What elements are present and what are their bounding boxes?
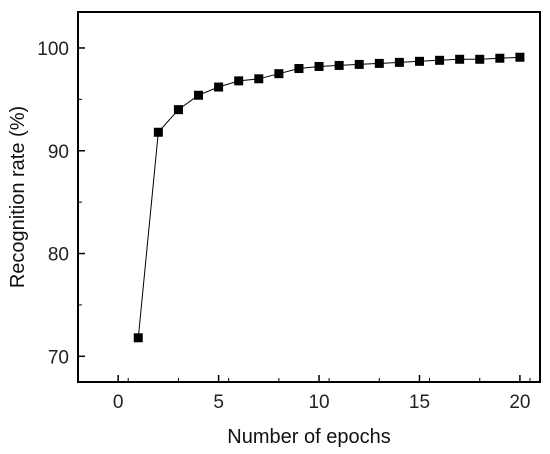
x-tick-label: 5 [213, 392, 224, 413]
data-point [455, 54, 465, 64]
data-point [173, 105, 183, 115]
data-point [354, 59, 364, 69]
data-point [435, 55, 445, 65]
data-point [515, 52, 525, 62]
data-point [394, 57, 404, 67]
data-point [475, 54, 485, 64]
data-point [334, 60, 344, 70]
y-axis-ticks: 70 80 90 100 [37, 39, 85, 368]
data-point [133, 333, 143, 343]
data-point [153, 127, 163, 137]
x-tick-label: 15 [409, 392, 430, 413]
x-axis-title: Number of epochs [227, 426, 390, 448]
y-tick-label: 70 [48, 347, 69, 368]
series-points-group [133, 52, 525, 343]
y-tick-label: 90 [48, 142, 69, 163]
data-point [414, 56, 424, 66]
y-tick-label: 100 [37, 39, 69, 60]
x-axis-ticks: 0 5 10 15 20 [77, 375, 530, 413]
data-point [294, 64, 304, 74]
data-point [214, 82, 224, 92]
data-point [314, 61, 324, 71]
y-axis-title: Recognition rate (%) [7, 106, 29, 288]
plot-frame [77, 11, 541, 383]
x-tick-label: 10 [308, 392, 329, 413]
data-point [495, 53, 505, 63]
data-point [374, 58, 384, 68]
x-tick-label: 20 [509, 392, 530, 413]
data-point [274, 69, 284, 79]
y-tick-label: 80 [48, 245, 69, 266]
data-point [234, 76, 244, 86]
data-point [254, 74, 264, 84]
x-tick-label: 0 [113, 392, 124, 413]
data-point [194, 90, 204, 100]
